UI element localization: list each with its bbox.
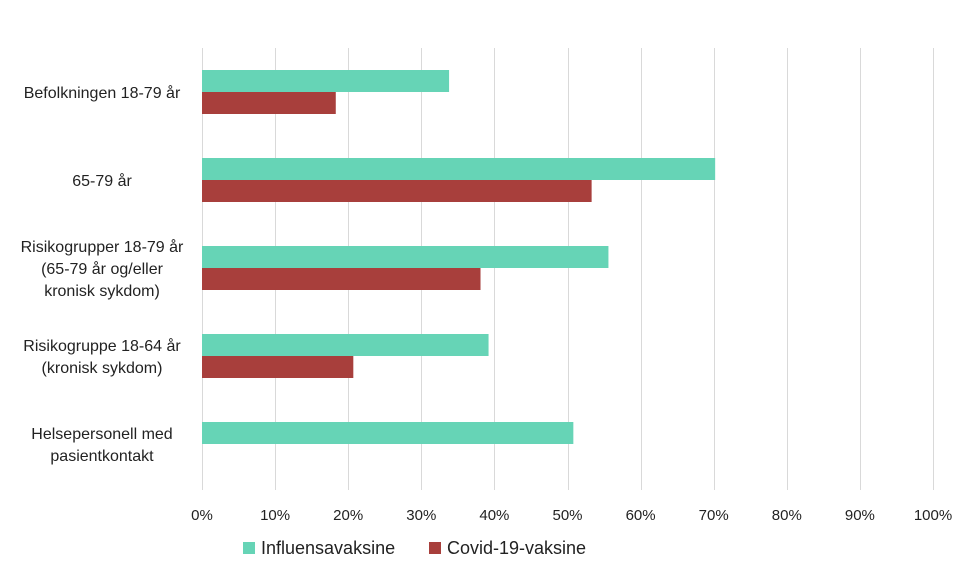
bar-covid-19-vaksine xyxy=(202,92,336,114)
bar-influensavaksine xyxy=(202,70,450,92)
x-tick-label: 30% xyxy=(406,507,436,524)
bar-influensavaksine xyxy=(202,246,609,268)
bars xyxy=(202,70,716,444)
bar-covid-19-vaksine xyxy=(202,268,481,290)
category-label: (kronisk sykdom) xyxy=(42,360,163,377)
category-label: (65-79 år og/eller xyxy=(41,260,164,278)
category-label: pasientkontakt xyxy=(50,448,154,465)
category-labels: Befolkningen 18-79 år 65-79 år Risikogrupp… xyxy=(21,84,184,465)
gridlines xyxy=(202,48,934,490)
bar-covid-19-vaksine xyxy=(202,356,354,378)
category-label: Befolkningen 18-79 år xyxy=(24,84,181,102)
x-axis-tick-labels: 0% 10% 20% 30% 40% 50% 60% 70% 80% 90% 100% xyxy=(191,507,952,524)
category-label: Risikogrupper 18-79 år xyxy=(21,238,184,256)
legend: Influensavaksine Covid-19-vaksine xyxy=(243,538,586,558)
category-label: kronisk sykdom) xyxy=(44,283,160,300)
category-label: Risikogruppe 18-64 år xyxy=(23,337,181,355)
x-tick-label: 20% xyxy=(333,507,363,524)
legend-label: Influensavaksine xyxy=(261,538,395,558)
category-label: Helsepersonell med xyxy=(31,426,172,443)
bar-influensavaksine xyxy=(202,334,489,356)
x-tick-label: 50% xyxy=(552,507,582,524)
x-tick-label: 40% xyxy=(479,507,509,524)
x-tick-label: 90% xyxy=(845,507,875,524)
bar-covid-19-vaksine xyxy=(202,180,592,202)
x-tick-label: 0% xyxy=(191,507,213,524)
bar-influensavaksine xyxy=(202,158,716,180)
legend-swatch xyxy=(429,542,441,554)
x-tick-label: 80% xyxy=(772,507,802,524)
category-label: 65-79 år xyxy=(72,172,132,190)
legend-label: Covid-19-vaksine xyxy=(447,538,586,558)
x-tick-label: 10% xyxy=(260,507,290,524)
legend-swatch xyxy=(243,542,255,554)
x-tick-label: 100% xyxy=(914,507,952,524)
x-tick-label: 60% xyxy=(626,507,656,524)
x-tick-label: 70% xyxy=(699,507,729,524)
bar-influensavaksine xyxy=(202,422,574,444)
